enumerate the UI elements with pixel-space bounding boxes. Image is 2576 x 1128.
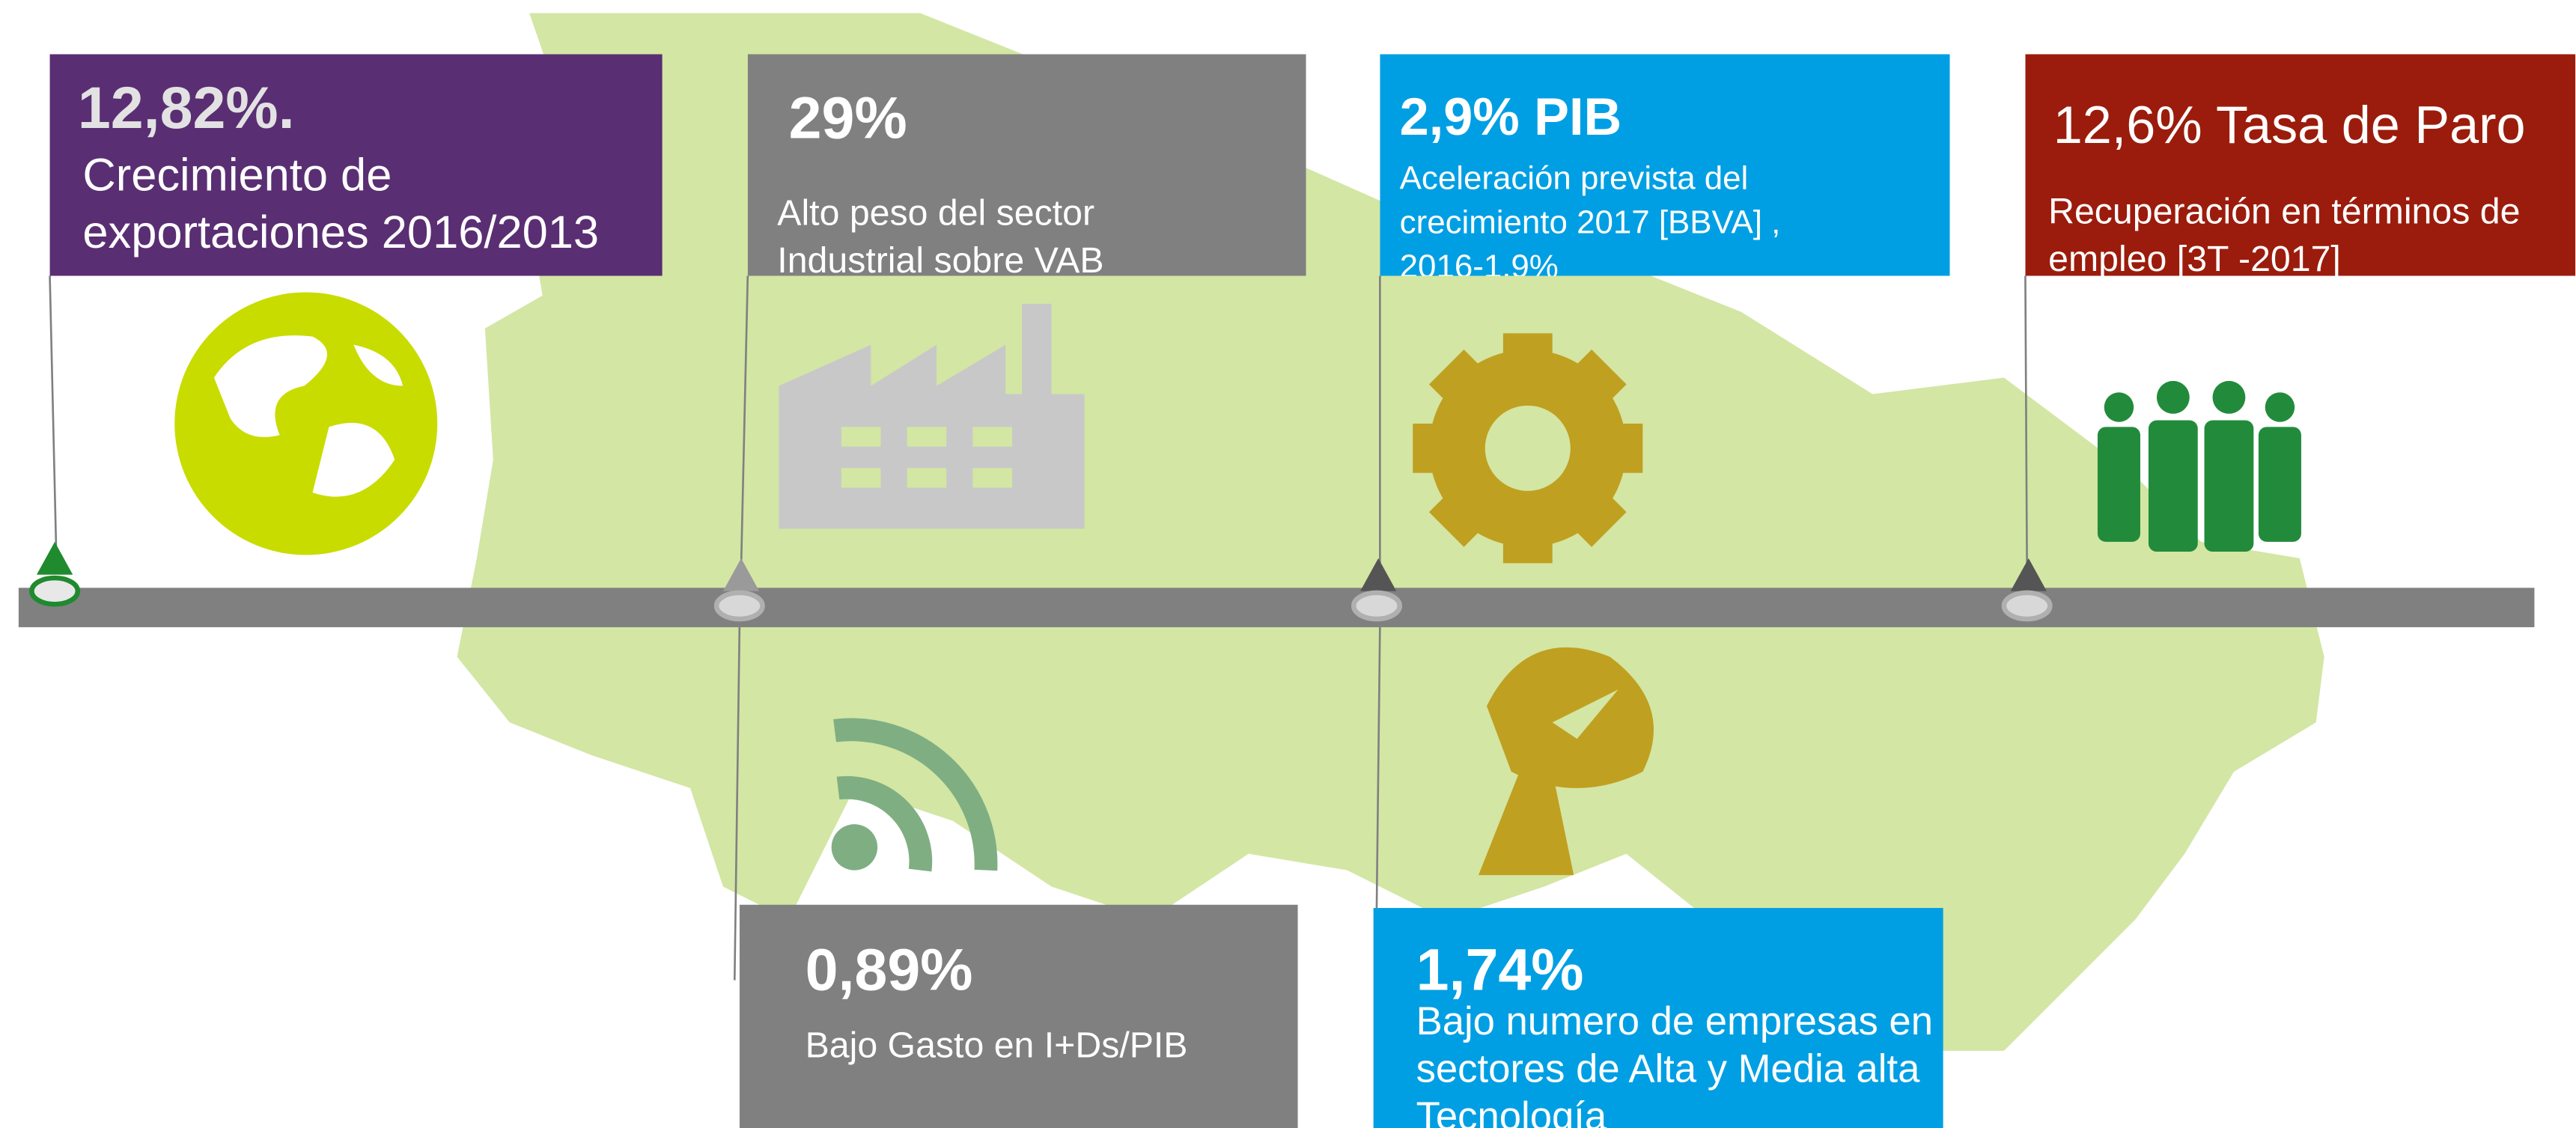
card-text: Aceleración prevista del <box>1400 159 1749 196</box>
gear-icon <box>1413 333 1643 564</box>
card-title: 12,6% Tasa de Paro <box>2053 95 2526 154</box>
card-background <box>1380 54 1950 276</box>
info-card: 0,89% Bajo Gasto en I+Ds/PIB <box>739 904 1298 1128</box>
card-background <box>747 54 1306 276</box>
card-title: 2,9% PIB <box>1400 87 1622 146</box>
info-card: 1,74%Bajo numero de empresas ensectores … <box>1373 908 1943 1128</box>
card-background <box>2025 54 2576 276</box>
signal-icon <box>831 718 998 872</box>
card-title: 0,89% <box>806 937 973 1003</box>
info-card: 29% Alto peso del sector Industrial sobre … <box>747 54 1306 281</box>
connectors <box>49 275 2028 981</box>
card-background <box>739 904 1298 1128</box>
info-card: 12,6% Tasa de Paro Recuperación en términ… <box>2025 54 2576 279</box>
card-text: Industrial sobre VAB <box>777 240 1103 281</box>
card-text: empleo [3T -2017] <box>2048 239 2341 279</box>
factory-icon <box>779 303 1085 529</box>
card-text: Bajo Gasto en I+Ds/PIB <box>806 1025 1188 1066</box>
info-card: 2,9% PIB Aceleración prevista del crecimie… <box>1380 54 1950 285</box>
card-text: crecimiento 2017 [BBVA] , <box>1400 204 1781 240</box>
card-text: Tecnología <box>1416 1094 1607 1128</box>
people-icon <box>2097 380 2301 552</box>
card-text: Recuperación en términos de <box>2048 191 2520 231</box>
card-text: sectores de Alta y Media alta <box>1416 1047 1921 1091</box>
card-background <box>49 54 663 276</box>
card-background <box>1373 908 1943 1128</box>
timeline-markers <box>29 541 2053 622</box>
card-text: Crecimiento de <box>82 149 392 201</box>
globe-icon <box>174 292 438 555</box>
satellite-icon <box>1478 647 1654 876</box>
card-title: 29% <box>789 85 907 150</box>
timeline-bar <box>18 588 2535 627</box>
card-text: 2016-1,9% <box>1400 249 1559 285</box>
card-text: Alto peso del sector <box>777 193 1094 234</box>
card-text: exportaciones 2016/2013 <box>82 207 599 258</box>
card-text: Bajo numero de empresas en <box>1416 999 1933 1043</box>
info-card: 12,82%. Crecimiento de exportaciones 2016/… <box>49 54 663 276</box>
card-title: 12,82%. <box>78 75 295 141</box>
card-title: 1,74% <box>1416 937 1584 1003</box>
